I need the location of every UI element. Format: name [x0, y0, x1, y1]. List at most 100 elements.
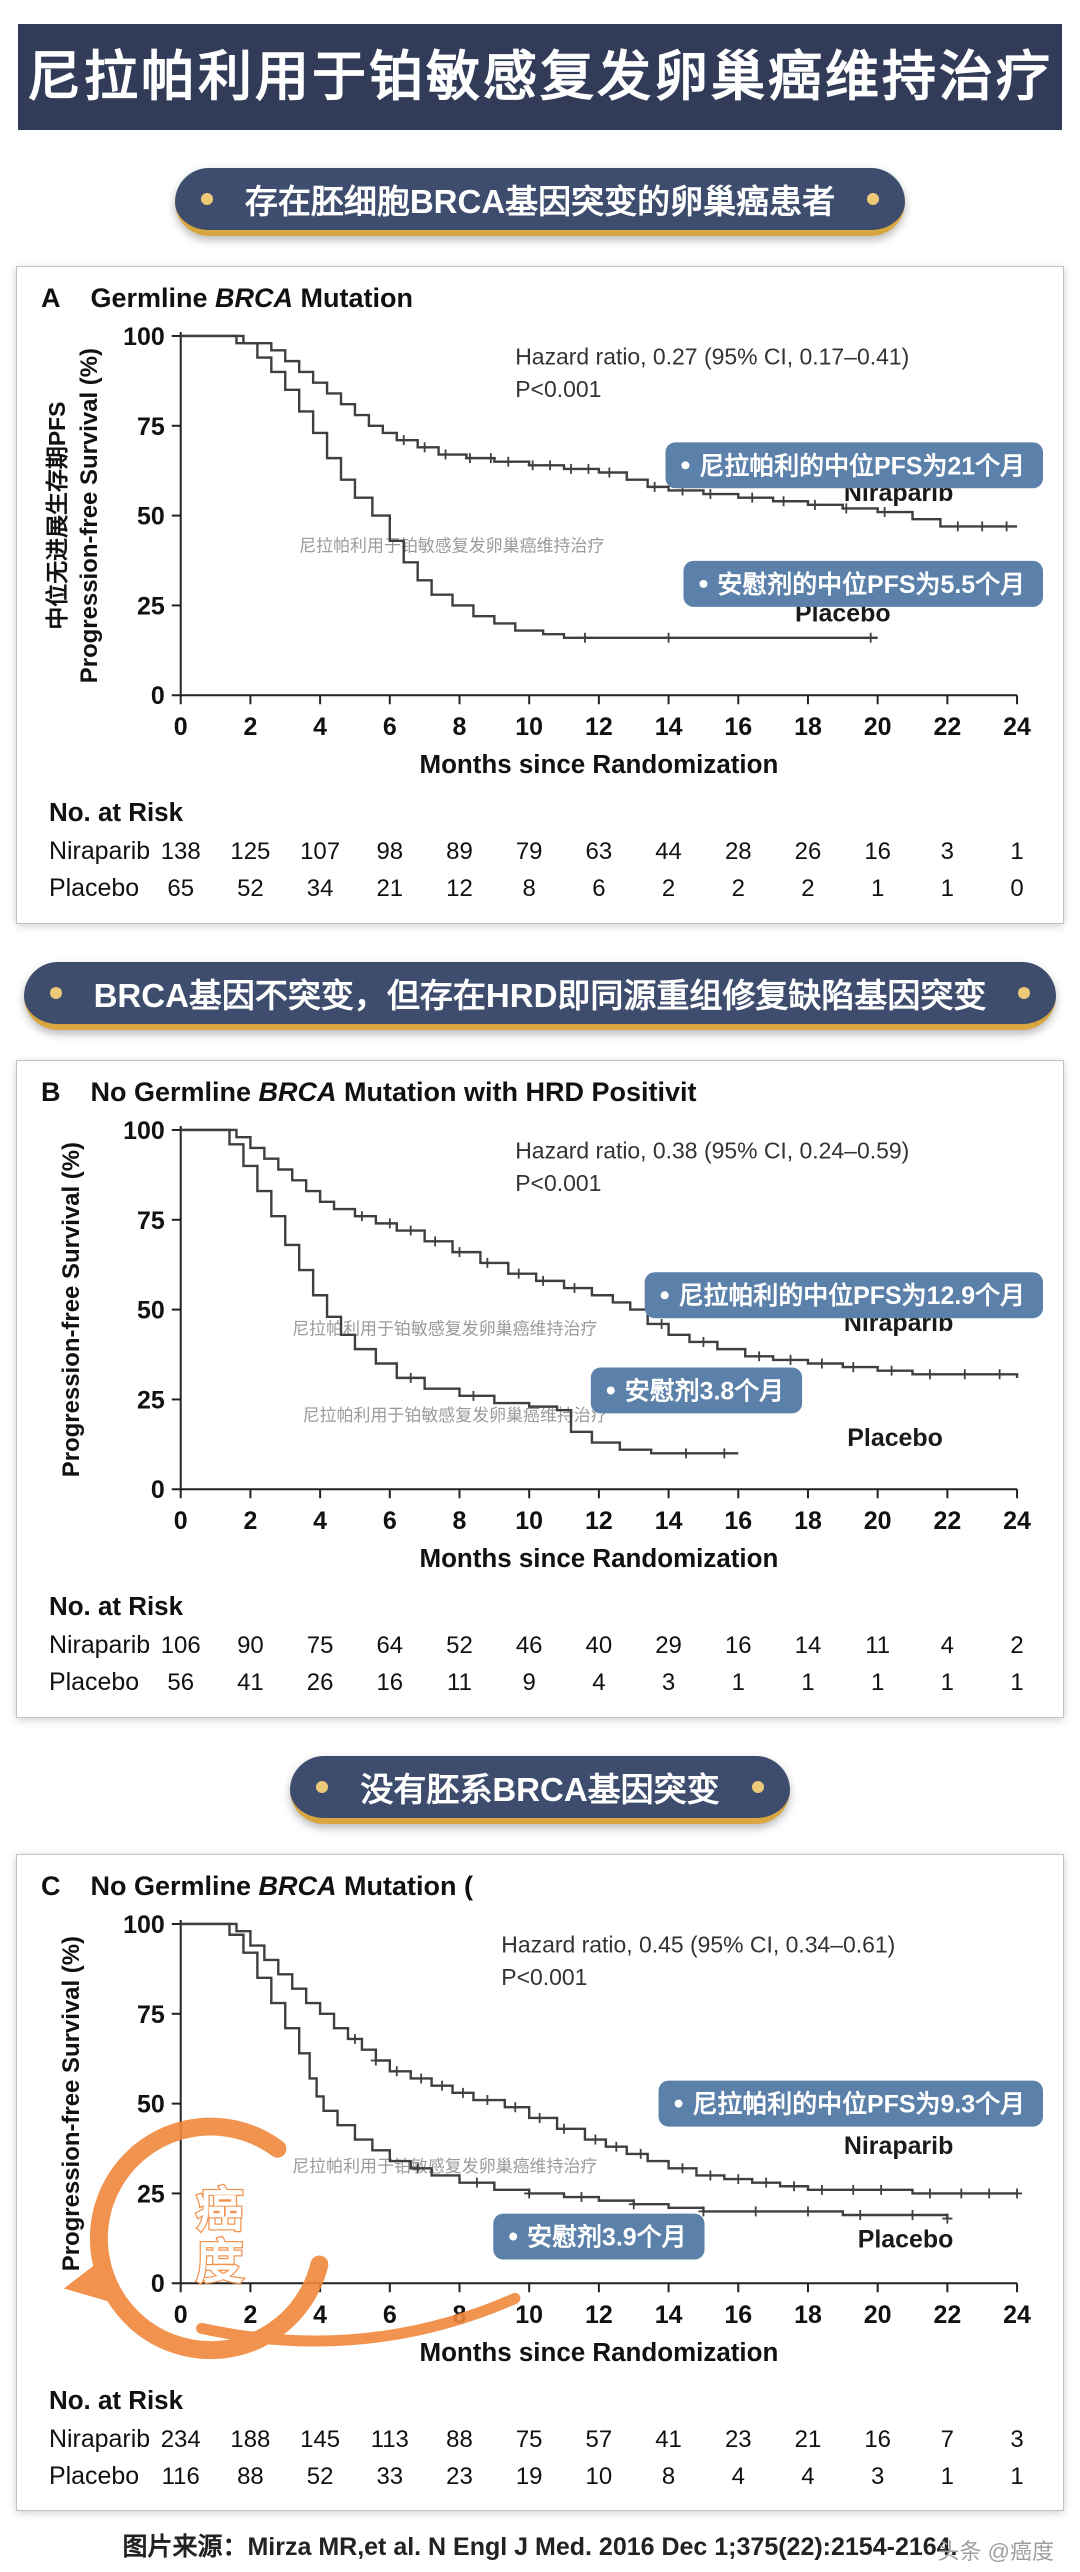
x-tick-label: 14	[655, 713, 683, 741]
censor-marks-placebo	[405, 1372, 730, 1459]
x-axis-title: Months since Randomization	[419, 1545, 778, 1573]
watermark-text: 尼拉帕利用于铂敏感复发卵巢癌维持治疗	[292, 2157, 597, 2176]
censor-mark	[778, 496, 789, 507]
censor-mark	[419, 442, 430, 453]
y-tick-label: 75	[137, 413, 165, 441]
risk-value: 11	[447, 1669, 472, 1696]
risk-value: 89	[446, 838, 473, 865]
panel-title-text: Mutation	[293, 283, 414, 313]
x-tick-label: 10	[515, 713, 543, 741]
risk-value: 14	[795, 1632, 822, 1659]
risk-value: 33	[376, 2462, 403, 2489]
censor-mark	[370, 2055, 381, 2066]
censor-mark	[994, 1369, 1005, 1380]
y-tick-label: 50	[137, 1296, 165, 1324]
censor-mark	[405, 1225, 416, 1236]
risk-value: 1	[871, 875, 884, 902]
censor-mark	[1001, 521, 1012, 532]
risk-value: 52	[237, 875, 264, 902]
watermark-text: 尼拉帕利用于铂敏感复发卵巢癌维持治疗	[303, 1406, 608, 1425]
risk-value: 1	[732, 1669, 745, 1696]
km-curve-placebo	[180, 1128, 739, 1455]
x-tick-label: 16	[724, 1507, 752, 1535]
x-tick-label: 20	[864, 1507, 892, 1535]
censor-mark	[677, 2162, 688, 2173]
x-tick-label: 20	[864, 2301, 892, 2329]
callout-bg	[665, 442, 1044, 489]
censor-mark	[468, 1390, 479, 1401]
badge-label: 存在胚细胞BRCA基因突变的卵巢癌患者	[244, 183, 836, 220]
x-tick-label: 2	[243, 713, 257, 741]
censor-mark	[761, 2177, 772, 2188]
risk-value: 1	[941, 2462, 954, 2489]
censor-mark	[705, 489, 716, 500]
risk-value: 29	[655, 1632, 682, 1659]
censor-mark	[356, 1211, 367, 1221]
x-tick-label: 24	[1003, 713, 1031, 741]
watermark-text: 尼拉帕利用于铂敏感复发卵巢癌维持治疗	[292, 1320, 597, 1339]
risk-value: 1	[1010, 1669, 1023, 1696]
risk-value: 12	[446, 875, 473, 902]
censor-marks-niraparib	[398, 435, 1012, 532]
censor-mark	[583, 463, 594, 474]
x-axis-title: Months since Randomization	[419, 751, 778, 779]
hazard-ratio-text: Hazard ratio, 0.27 (95% CI, 0.17–0.41)	[515, 344, 909, 370]
risk-value: 16	[864, 838, 891, 865]
censor-marks-niraparib	[349, 2033, 1023, 2199]
callout-pill: 尼拉帕利的中位PFS为12.9个月	[644, 1272, 1044, 1319]
censor-mark	[628, 2198, 639, 2209]
km-chart-b: 尼拉帕利用于铂敏感复发卵巢癌维持治疗尼拉帕利用于铂敏感复发卵巢癌维持治疗0255…	[49, 1117, 1044, 1696]
censor-mark	[482, 2094, 493, 2105]
x-tick-label: 6	[383, 713, 397, 741]
panel-title-text: Mutation (	[336, 1870, 474, 1901]
panel-title-italic: BRCA	[215, 283, 294, 313]
censor-mark	[405, 1372, 416, 1383]
callout-bg	[644, 1272, 1044, 1319]
risk-value: 57	[586, 2426, 613, 2453]
risk-value: 1	[1010, 2462, 1023, 2489]
panel-title-text: Germline	[90, 283, 216, 313]
censor-mark	[391, 2065, 402, 2076]
y-tick-label: 75	[137, 2000, 165, 2028]
risk-value: 26	[307, 1669, 334, 1696]
risk-value: 1	[871, 1669, 884, 1696]
x-tick-label: 4	[313, 713, 327, 741]
censor-mark	[705, 2170, 716, 2181]
censor-mark	[907, 2209, 918, 2220]
x-tick-label: 12	[585, 713, 613, 741]
callout-text: 安慰剂3.8个月	[625, 1376, 784, 1405]
y-tick-label: 0	[151, 1476, 165, 1504]
risk-row-name: Placebo	[49, 1668, 139, 1696]
x-tick-label: 20	[864, 713, 892, 741]
x-tick-label: 8	[453, 713, 467, 741]
series-label: Placebo	[858, 2225, 954, 2253]
risk-value: 2	[662, 875, 675, 902]
censor-mark	[440, 449, 451, 460]
risk-value: 8	[523, 875, 536, 902]
censor-mark	[604, 467, 615, 478]
risk-value: 138	[161, 838, 201, 865]
risk-table-title: No. at Risk	[49, 799, 184, 827]
callout-text: 安慰剂的中位PFS为5.5个月	[717, 570, 1025, 599]
panel-title-italic: BRCA	[258, 1870, 337, 1901]
x-tick-label: 18	[794, 2301, 822, 2329]
badge-label: 没有胚系BRCA基因突变	[360, 1770, 720, 1808]
panel-letter: A	[41, 283, 61, 313]
x-tick-label: 6	[383, 1507, 397, 1535]
callout-text: 尼拉帕利的中位PFS为12.9个月	[679, 1281, 1025, 1310]
censor-mark	[510, 2101, 521, 2112]
callout-bg	[590, 1367, 803, 1414]
censor-mark	[457, 2087, 468, 2098]
risk-value: 63	[586, 838, 613, 865]
panel-title-text: Mutation with HRD Positivit	[336, 1076, 697, 1107]
x-tick-label: 4	[313, 2301, 327, 2329]
y-tick-label: 100	[123, 323, 165, 351]
section-badge: BRCA基因不突变，但存在HRD即同源重组修复缺陷基因突变	[23, 961, 1057, 1030]
risk-table-title: No. at Risk	[49, 2387, 184, 2415]
censor-mark	[649, 481, 660, 492]
risk-row-name: Niraparib	[49, 1631, 150, 1659]
censor-mark	[1012, 2188, 1023, 2199]
risk-value: 11	[865, 1632, 890, 1659]
aidu-logo: 癌度	[63, 2117, 521, 2359]
x-tick-label: 0	[174, 713, 188, 741]
